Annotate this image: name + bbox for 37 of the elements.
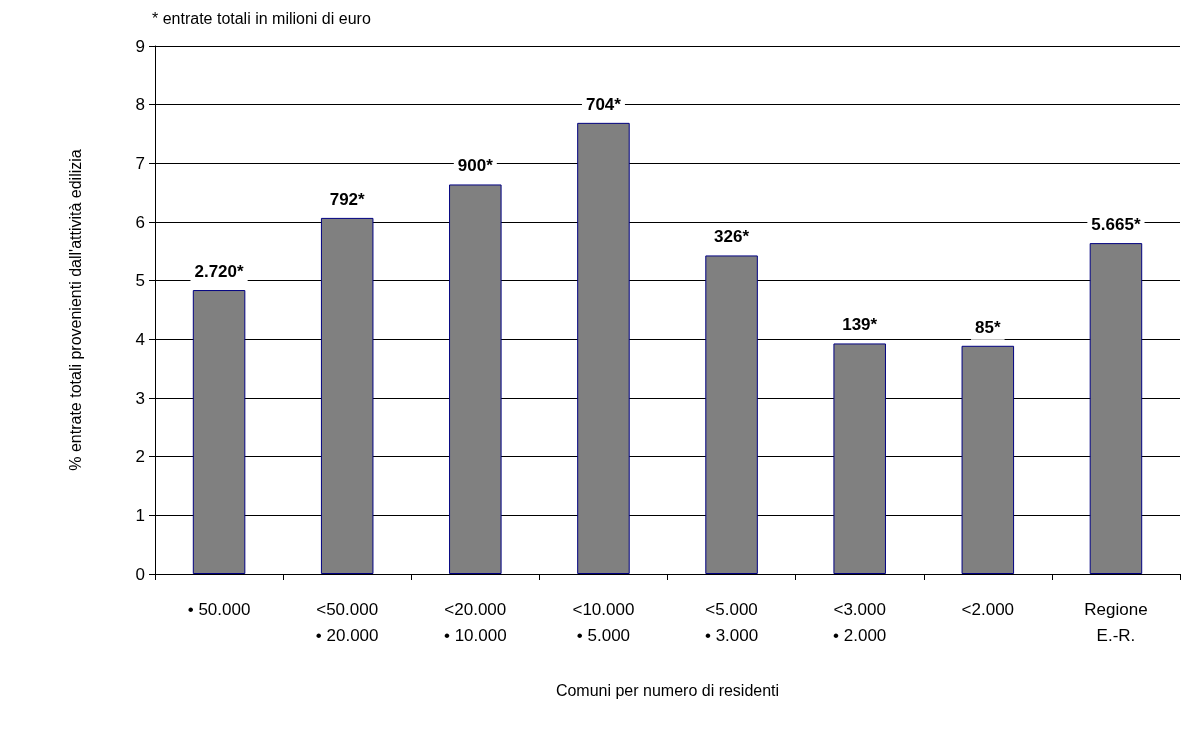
annotation: 792* [329, 189, 366, 209]
bar [1089, 243, 1143, 574]
annotation: 326* [714, 227, 750, 247]
y-tick-label: 0 [135, 564, 145, 584]
x-tick-label: <50.000 • 20.000 [315, 599, 379, 645]
y-tick-label: 7 [135, 153, 145, 173]
x-tick-label: <10.000 • 5.000 [572, 599, 635, 645]
bar [961, 345, 1015, 574]
bar [192, 290, 246, 574]
y-tick-label: 9 [135, 36, 145, 56]
annotation: 5.665* [1091, 215, 1141, 235]
y-axis-title: % entrate totali provenienti dall'attività edilizia [66, 149, 84, 471]
x-tick-label: Regione E.-R. [1084, 599, 1148, 645]
y-tick-label: 1 [135, 505, 145, 525]
x-tick-label: <5.000 • 3.000 [704, 599, 759, 645]
bar [577, 122, 630, 574]
y-tick-label: 4 [135, 329, 145, 349]
bar [320, 217, 374, 574]
annotation: 900* [457, 156, 494, 176]
bar [833, 343, 886, 574]
bar [705, 255, 758, 574]
y-tick-label: 6 [135, 212, 145, 232]
annotation: 704* [585, 94, 622, 114]
annotation: 139* [842, 315, 878, 335]
text: * entrate totali in milioni di euro [152, 9, 371, 27]
y-tick-label: 3 [135, 388, 145, 408]
annotation: 2.720* [194, 262, 245, 282]
x-tick-label: • 50.000 [187, 599, 251, 619]
y-tick-label: 5 [135, 271, 145, 291]
x-axis-title: Comuni per numero di residenti [555, 681, 780, 699]
y-tick-label: 8 [135, 95, 145, 115]
x-tick-label: <2.000 [961, 599, 1015, 619]
annotation: 85* [975, 317, 1001, 337]
bar [449, 184, 502, 574]
x-tick-label: <20.000 • 10.000 [443, 599, 507, 645]
y-tick-label: 2 [135, 447, 145, 467]
x-tick-label: <3.000 • 2.000 [833, 599, 887, 645]
